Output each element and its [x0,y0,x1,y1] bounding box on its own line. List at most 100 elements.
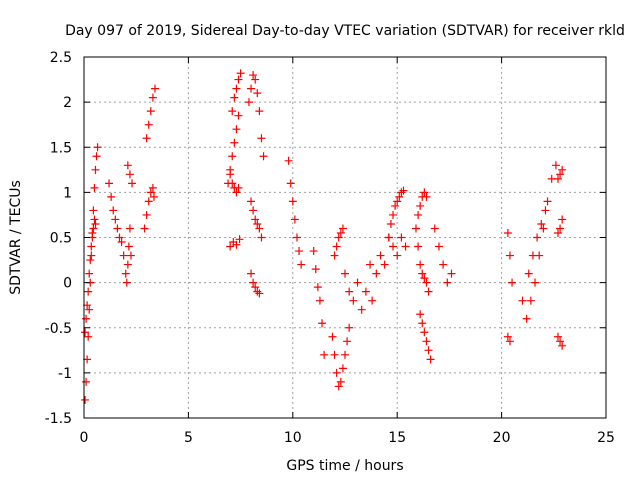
data-point [503,228,512,237]
y-tick-label: 1 [63,185,72,201]
data-point [422,337,431,346]
series-arc-s [341,260,375,314]
data-point [91,165,100,174]
data-point [234,183,243,192]
data-point [556,170,565,179]
series-arc-j [226,170,243,197]
data-point [247,269,256,278]
data-point [295,247,304,256]
data-point [235,235,244,244]
data-point [332,242,341,251]
data-point [226,242,235,251]
data-point [85,305,94,314]
data-point [422,192,431,201]
data-point [424,346,433,355]
data-point [420,274,429,283]
data-point [336,228,345,237]
y-tick-label: 1.5 [50,140,72,156]
data-point [89,206,98,215]
data-point [117,238,126,247]
data-point [553,174,562,183]
data-point [251,215,260,224]
axis-ticks: 0 5 10 15 20 25 -1.5 -1 -0.5 0 0.5 1 1.5 2 2.5 [45,50,615,446]
data-point [380,260,389,269]
series-arc-m [247,197,266,242]
series-arc-g [142,84,159,143]
series-arc-ad [553,165,567,183]
data-point [125,224,134,233]
data-point [290,215,299,224]
data-point [330,350,339,359]
series-arc-z [503,228,517,287]
data-point [90,183,99,192]
data-point [109,206,118,215]
data-point [320,350,329,359]
data-point [357,305,366,314]
data-point [249,206,258,215]
series-arc-aa [503,332,514,346]
y-tick-label: -0.5 [45,321,72,337]
data-point [105,179,114,188]
series-arc-n [247,269,264,298]
data-point [148,183,157,192]
data-point [401,242,410,251]
data-point [558,341,567,350]
data-point [251,283,260,292]
data-point [91,219,100,228]
data-point [416,310,425,319]
data-point [343,337,352,346]
data-point [341,269,349,278]
data-point [366,260,375,269]
data-point [389,210,398,219]
data-point [551,161,560,170]
data-point [82,377,91,386]
data-point [334,382,343,391]
data-point [142,210,151,219]
data-point [553,332,562,341]
data-point [439,260,448,269]
data-point [150,84,159,93]
data-point [443,278,452,287]
x-tick-label: 5 [184,430,193,446]
data-point [328,332,337,341]
data-point [539,224,548,233]
data-point [234,75,243,84]
series-arc-i [228,69,245,116]
data-point [255,107,264,116]
data-point [84,332,93,341]
data-point [93,143,102,152]
data-point [259,152,268,161]
data-point [368,296,377,305]
data-point [397,188,406,197]
data-point [311,265,320,274]
data-point [84,287,93,296]
data-point [531,278,540,287]
data-point [503,332,512,341]
data-point [393,197,402,206]
data-point [434,242,443,251]
data-point [332,368,341,377]
x-tick-label: 25 [597,430,615,446]
series-arc-o [284,156,306,269]
data-point [391,201,400,210]
y-axis-label: SDTVAR / TECUs [8,180,24,295]
data-point [244,98,253,107]
data-point [292,233,301,242]
grid-lines [84,57,606,418]
data-point [119,251,128,260]
data-point [122,278,131,287]
y-tick-label: 2 [63,95,72,111]
data-point [232,188,241,197]
data-point [121,269,130,278]
data-point [315,296,324,305]
data-point [389,242,398,251]
data-point [128,179,137,188]
data-point [89,224,98,233]
data-point [257,134,266,143]
data-point [249,278,258,287]
data-point [411,224,420,233]
data-point [345,323,354,332]
data-point [334,233,343,242]
data-point [420,188,429,197]
data-point [251,75,260,84]
